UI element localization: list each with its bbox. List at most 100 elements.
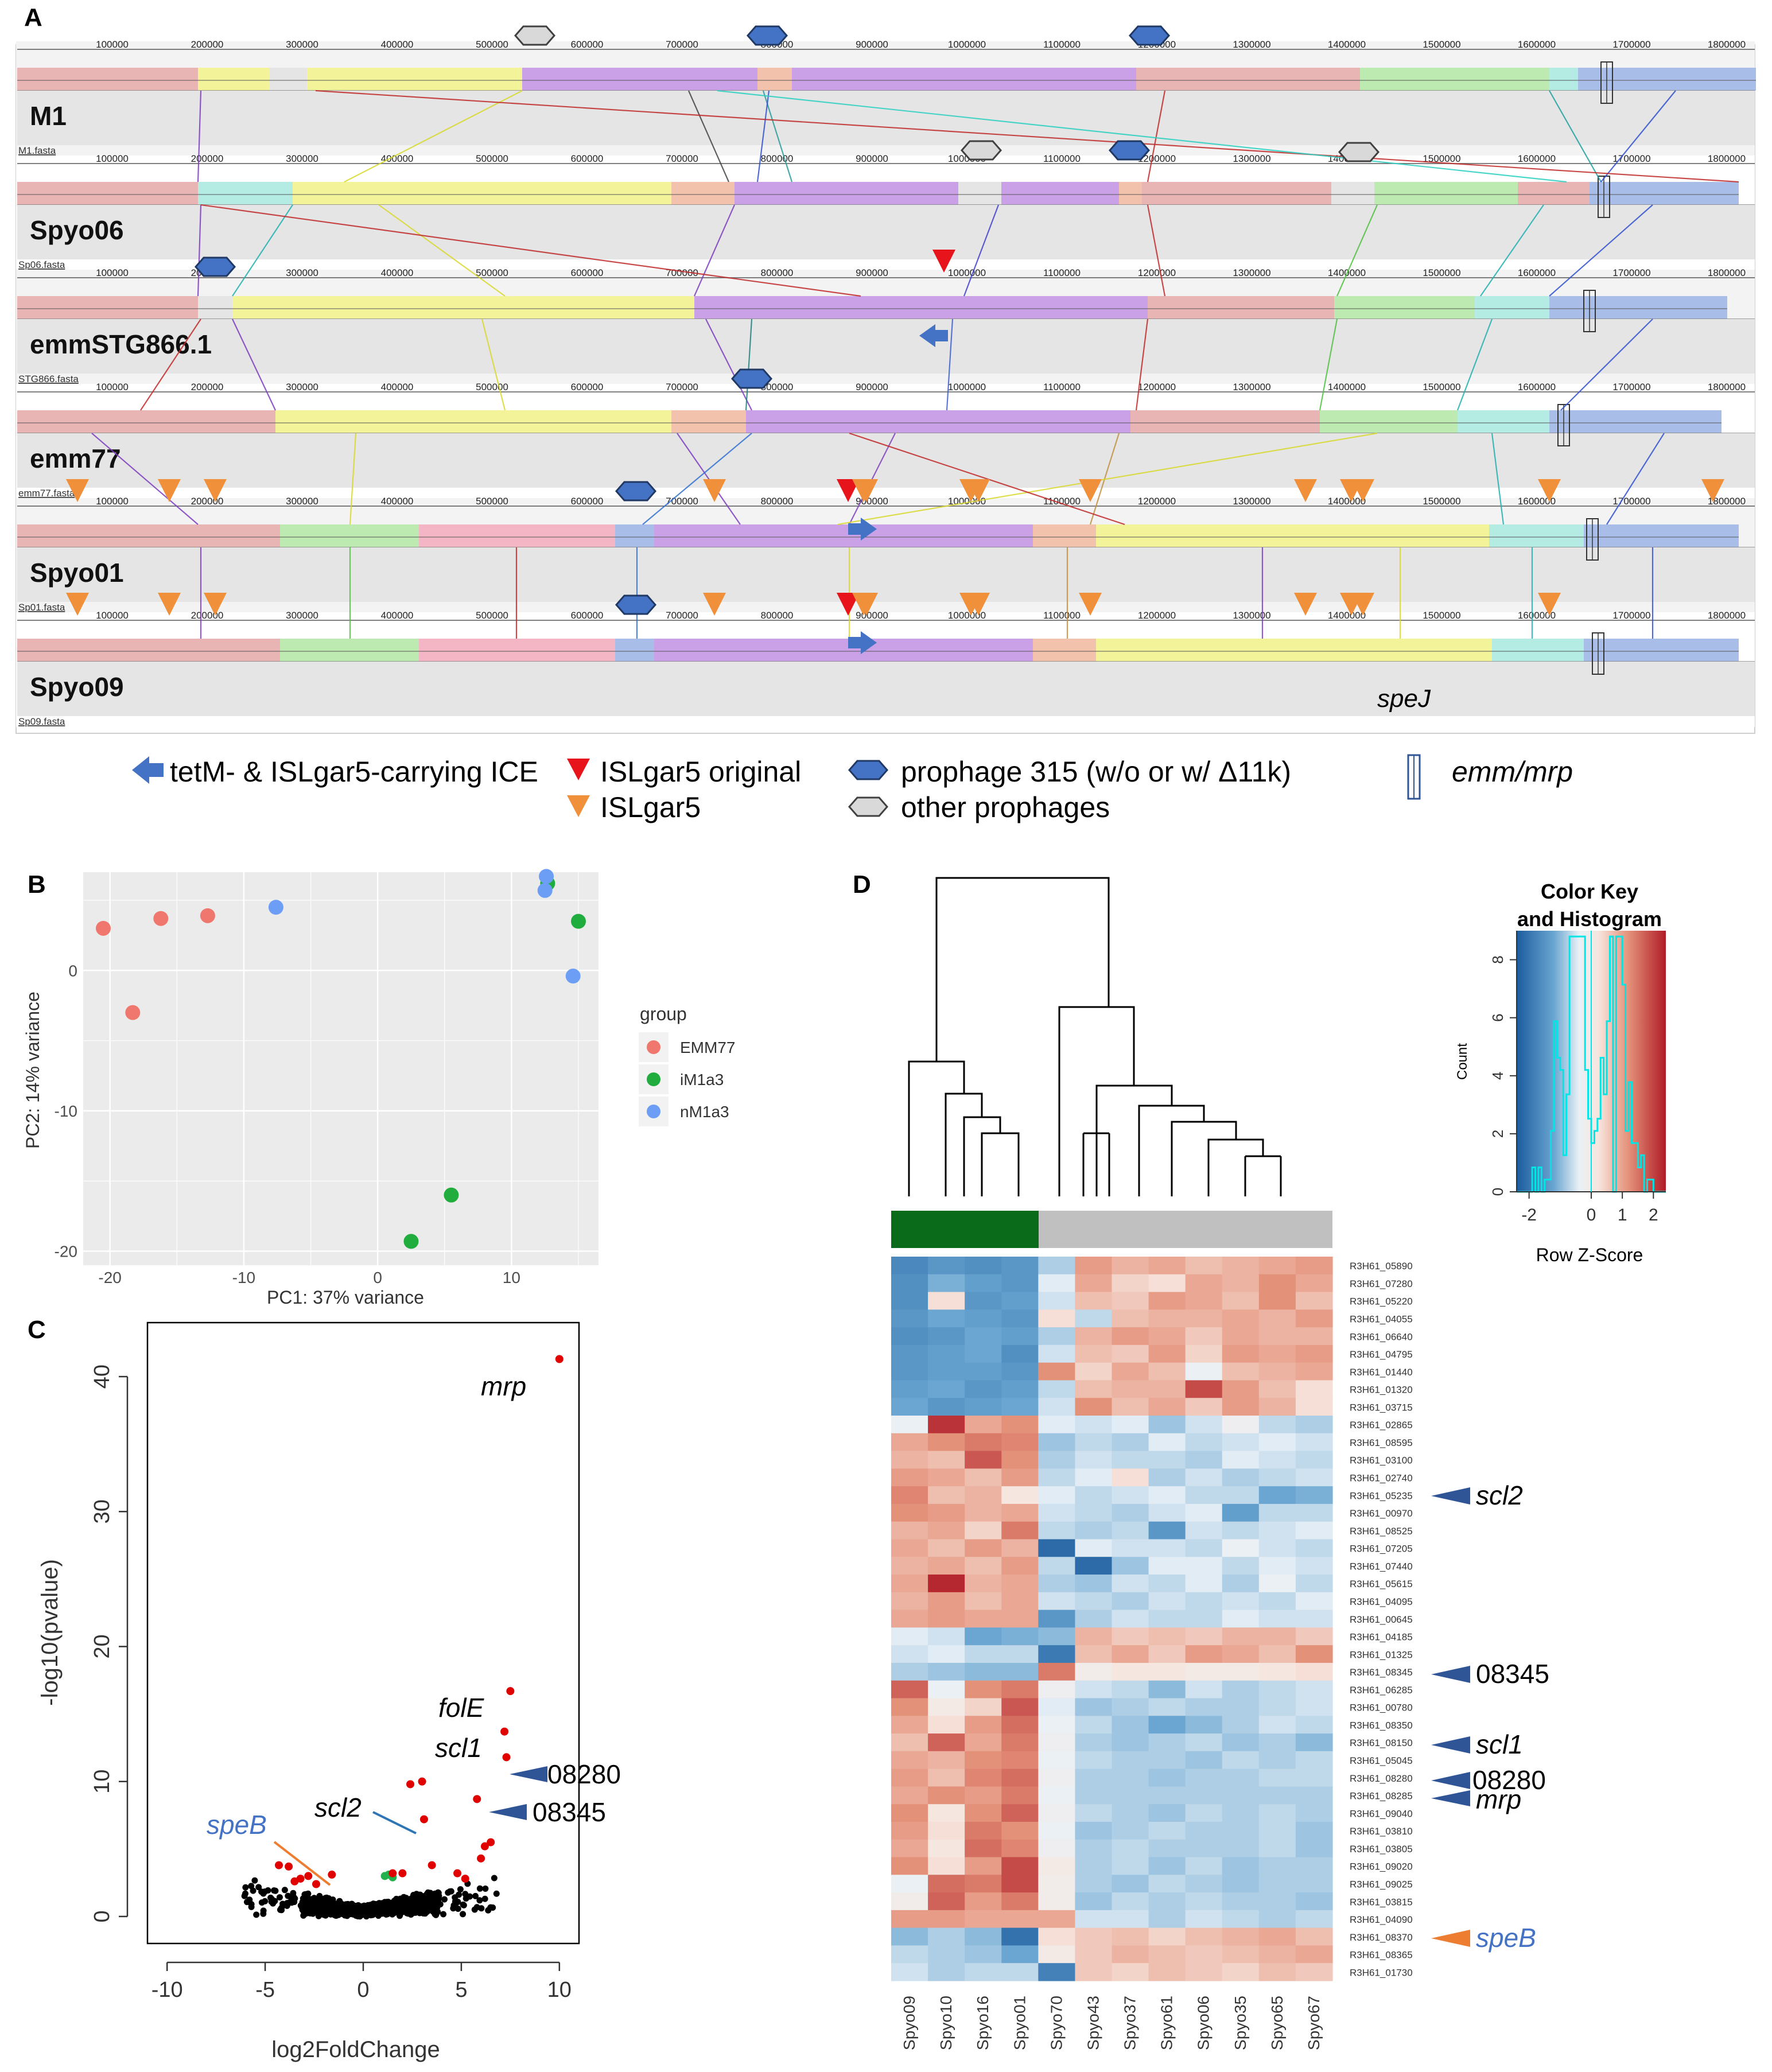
volcano-ytick: 30 [90,1499,114,1523]
heat-cell [1222,1680,1260,1699]
heat-cell [1075,1751,1113,1770]
heat-cell [891,1503,928,1522]
gene-point-significant [290,1877,299,1886]
pca-point [565,969,581,984]
gene-point [409,1898,416,1904]
other-prophage-marker [514,25,555,46]
heat-cell [1258,1645,1296,1663]
track-file: emm77.fasta [18,488,75,499]
gene-point-significant [502,1753,511,1762]
heat-cell [1001,1575,1039,1593]
heat-cell [1148,1292,1186,1310]
heat-cell [928,1821,965,1840]
heat-row-label: R3H61_04095 [1350,1596,1413,1607]
lcb-connector [481,318,506,411]
heat-cell [1258,1875,1296,1893]
volcano-xtick: 0 [357,1978,369,2002]
is-marker [703,593,726,616]
heat-row-label: R3H61_04055 [1350,1314,1413,1325]
heat-cell [1295,1645,1333,1663]
ruler-tick-label: 500000 [476,39,508,50]
panel-label-c: C [28,1316,46,1344]
gene-point-significant [418,1777,426,1786]
panel-label-a: A [24,3,42,32]
ruler-tick-label: 400000 [381,153,414,164]
heat-cell [928,1963,965,1981]
heat-cell [965,1451,1002,1469]
heat-col-label: Spyo35 [1231,1996,1249,2050]
heat-cell [1075,1274,1113,1293]
heat-row-label: R3H61_08280 [1350,1773,1413,1784]
lcb-block [293,182,671,205]
heat-cell [1112,1575,1149,1593]
heat-row-label: R3H61_09020 [1350,1861,1413,1872]
ruler-tick-label: 1000000 [948,39,986,50]
ruler-tick-label: 1100000 [1043,382,1081,392]
heat-cell [1075,1416,1113,1434]
label-mrp: mrp [481,1371,526,1401]
heat-cell [1112,1786,1149,1805]
heat-cell [1038,1627,1076,1646]
red-triangle-icon [567,759,590,780]
heat-cell [1148,1910,1186,1929]
heat-cell [1075,1857,1113,1875]
lcb-connector [963,204,1000,297]
heat-row-label: R3H61_07440 [1350,1561,1413,1572]
lcb-block [522,68,757,91]
heat-cell [1001,1468,1039,1487]
heat-cell [928,1557,965,1575]
heat-cell [965,1521,1002,1540]
gene-point [493,1890,500,1897]
heat-cell [1185,1380,1223,1398]
heat-cell [1148,1698,1186,1716]
heat-cell [1222,1786,1260,1805]
gene-point-significant [275,1861,283,1869]
heat-cell [1038,1768,1076,1787]
lcb-connector [232,204,293,297]
ruler-tick-label: 1100000 [1043,267,1081,278]
gene-point [281,1887,288,1894]
heat-cell [928,1468,965,1487]
heat-cell [1222,1610,1260,1628]
lcb-connector [705,318,752,411]
gene-point [433,1898,440,1904]
heat-cell [928,1380,965,1398]
gene-point-significant [500,1727,509,1736]
is-marker [158,479,181,502]
heat-cell [1112,1680,1149,1699]
heat-cell [1001,1486,1039,1505]
heat-cell [1258,1539,1296,1557]
heat-cell [891,1751,928,1770]
heat-cell [1148,1645,1186,1663]
ruler-tick-label: 1800000 [1708,496,1746,507]
pca-xtick: 10 [503,1269,520,1286]
heat-cell [1222,1539,1260,1557]
heat-cell [1112,1892,1149,1911]
gene-point [400,1906,407,1913]
heat-col-label: Spyo16 [974,1996,992,2050]
ruler-tick-label: 800000 [761,496,794,507]
pca-point [153,911,169,926]
heat-cell [965,1468,1002,1487]
heat-cell [1112,1610,1149,1628]
pca-legend-title: group [640,1004,687,1024]
legend-prophage315: prophage 315 (w/o or w/ Δ11k) [901,756,1291,788]
heat-cell [1001,1327,1039,1346]
heat-cell [965,1786,1002,1805]
lcb-connector [1336,204,1378,297]
gene-point [277,1906,283,1913]
heat-cell [928,1645,965,1663]
lcb-block [1489,524,1584,547]
heat-cell [965,1575,1002,1593]
heat-cell [891,1857,928,1875]
lcb-block [280,524,419,547]
lcb-block [654,524,1033,547]
gene-point-significant [328,1871,336,1879]
ruler-tick-label: 1600000 [1518,610,1556,621]
heat-row-label: R3H61_05235 [1350,1490,1413,1501]
ruler-tick-label: 1800000 [1708,153,1746,164]
gene-point [333,1900,340,1907]
ruler-tick-label: 100000 [96,267,129,278]
heat-cell [1258,1503,1296,1522]
heat-cell [1001,1309,1039,1328]
